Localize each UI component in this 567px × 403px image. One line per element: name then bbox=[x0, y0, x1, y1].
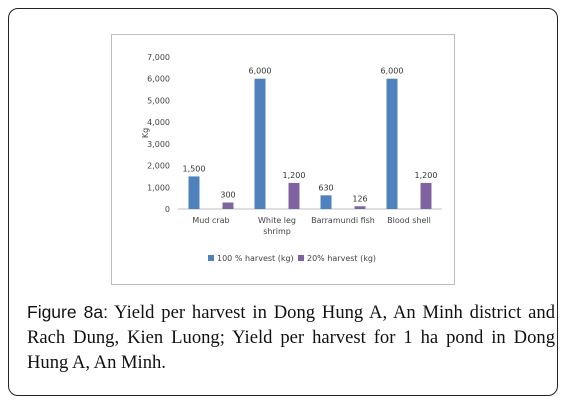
y-tick-label: 6,000 bbox=[147, 75, 170, 84]
figure-caption: Figure 8a: Yield per harvest in Dong Hun… bbox=[27, 300, 555, 375]
chart-area: Kg 0 1,000 2,000 3,000 4,000 5,000 6,000 7,000 1,… bbox=[111, 34, 455, 285]
bar bbox=[320, 195, 332, 209]
y-tick-label: 3,000 bbox=[147, 140, 170, 149]
bar bbox=[386, 78, 398, 209]
data-label: 300 bbox=[220, 190, 235, 199]
bar-chart: Kg 0 1,000 2,000 3,000 4,000 5,000 6,000 7,000 1,… bbox=[141, 53, 442, 263]
y-axis-label: Kg bbox=[141, 128, 150, 138]
y-tick-label: 7,000 bbox=[147, 53, 170, 62]
data-label: 6,000 bbox=[381, 67, 404, 76]
y-tick-label: 2,000 bbox=[147, 162, 170, 171]
data-label: 6,000 bbox=[249, 67, 272, 76]
x-tick-label: Blood shell bbox=[387, 216, 431, 225]
data-label: 630 bbox=[318, 183, 333, 192]
legend-swatch bbox=[208, 255, 214, 261]
y-tick-label: 4,000 bbox=[147, 118, 170, 127]
bar bbox=[222, 202, 234, 209]
bar bbox=[354, 206, 366, 209]
bar bbox=[420, 182, 432, 209]
data-label: 1,500 bbox=[183, 164, 206, 173]
figure-caption-text: Yield per harvest in Dong Hung A, An Min… bbox=[27, 302, 555, 373]
legend-label: 100 % harvest (kg) bbox=[217, 254, 294, 263]
legend-label: 20% harvest (kg) bbox=[307, 254, 376, 263]
y-tick-label: 1,000 bbox=[147, 183, 170, 192]
bar bbox=[188, 176, 200, 209]
x-tick-label: shrimp bbox=[263, 227, 291, 236]
figure-label: Figure 8a: bbox=[27, 302, 108, 322]
data-label: 1,200 bbox=[283, 171, 306, 180]
legend-swatch bbox=[298, 255, 304, 261]
data-label: 1,200 bbox=[415, 171, 438, 180]
bar bbox=[288, 182, 300, 209]
y-tick-label: 0 bbox=[165, 205, 170, 214]
x-tick-label: Barramundi fish bbox=[311, 216, 375, 225]
y-tick-label: 5,000 bbox=[147, 96, 170, 105]
bar bbox=[254, 78, 266, 209]
x-tick-label: White leg bbox=[258, 216, 296, 225]
x-tick-label: Mud crab bbox=[192, 216, 229, 225]
figure-frame: Kg 0 1,000 2,000 3,000 4,000 5,000 6,000 7,000 1,… bbox=[8, 8, 558, 396]
data-label: 126 bbox=[352, 194, 367, 203]
